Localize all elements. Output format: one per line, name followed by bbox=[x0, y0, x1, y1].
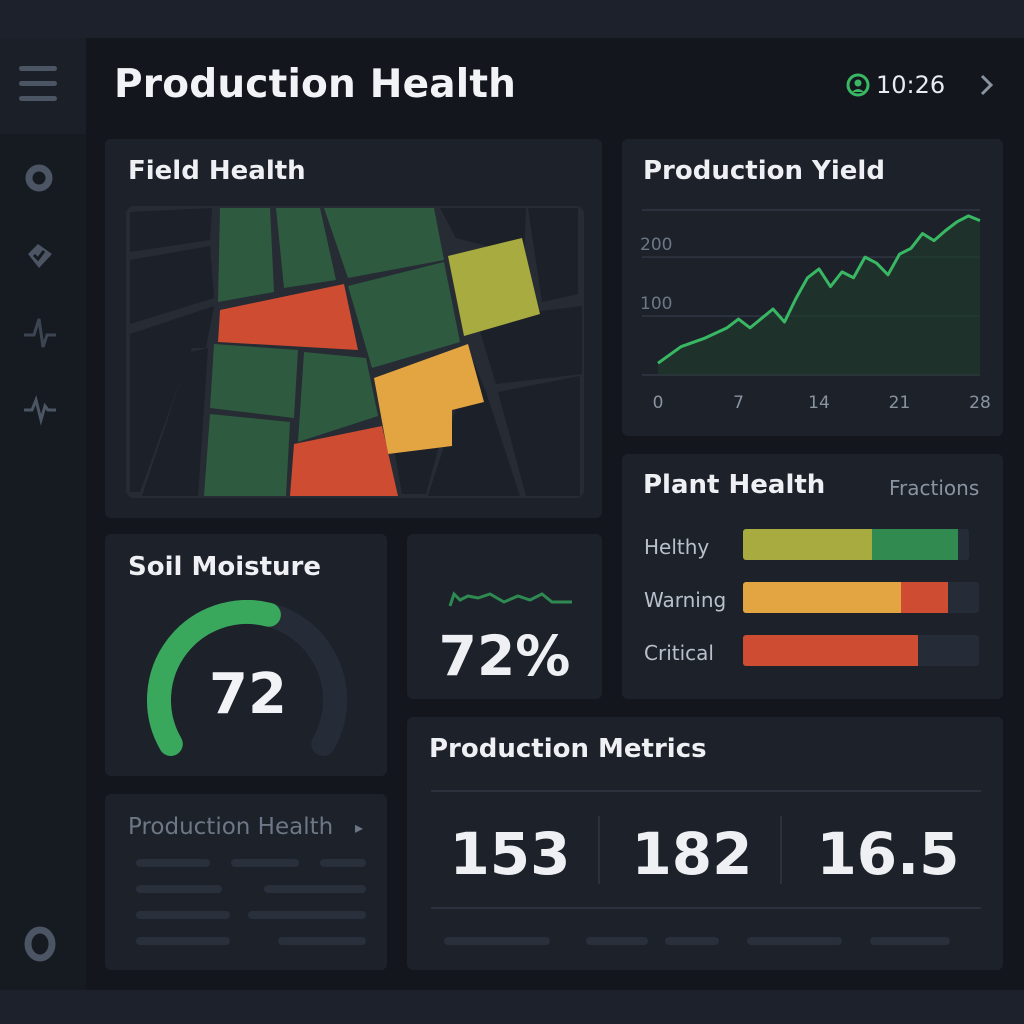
activity-icon[interactable] bbox=[22, 392, 58, 428]
gauge-fill bbox=[147, 600, 281, 756]
plant-health-label-warning: Warning bbox=[644, 588, 727, 612]
plant-health-subtitle: Fractions bbox=[889, 476, 980, 500]
yield-line bbox=[657, 214, 981, 365]
circle-icon[interactable] bbox=[22, 926, 58, 962]
field-plot-dark bbox=[402, 344, 520, 496]
field-plot-green bbox=[298, 352, 378, 442]
soil-moisture-value: 72 bbox=[209, 662, 287, 727]
clock: 10:26 bbox=[846, 70, 945, 100]
divider bbox=[431, 790, 981, 792]
plant-health-label-critical: Critical bbox=[644, 641, 714, 665]
placeholder-line bbox=[136, 937, 230, 945]
x-tick-label: 14 bbox=[808, 393, 830, 413]
placeholder-line bbox=[231, 859, 299, 867]
metric-divider bbox=[598, 816, 600, 884]
field-map[interactable] bbox=[126, 206, 584, 498]
metric-value-3: 16.5 bbox=[816, 820, 960, 888]
y-tick-label: 100 bbox=[640, 294, 672, 314]
moisture-tile bbox=[407, 534, 602, 699]
clock-time: 10:26 bbox=[876, 71, 946, 99]
plant-health-bar-warning bbox=[743, 582, 979, 613]
production-metrics-title: Production Metrics bbox=[429, 734, 707, 764]
metric-value-2: 182 bbox=[631, 820, 753, 888]
plant-health-bar-healthy bbox=[743, 529, 969, 560]
soil-moisture-gauge bbox=[147, 600, 347, 756]
field-health-title: Field Health bbox=[128, 156, 306, 186]
field-plot-green bbox=[204, 414, 290, 496]
field-plot-red bbox=[290, 426, 398, 496]
user-clock-icon bbox=[846, 73, 870, 97]
soil-moisture-title: Soil Moisture bbox=[128, 552, 321, 582]
x-tick-label: 21 bbox=[889, 393, 911, 413]
divider bbox=[431, 907, 981, 909]
field-plot-green bbox=[210, 344, 298, 418]
placeholder-line bbox=[136, 885, 222, 893]
field-plot-dark bbox=[130, 208, 212, 252]
field-plot-dark bbox=[528, 208, 578, 302]
placeholder-line bbox=[264, 885, 366, 893]
field-plot-orange bbox=[374, 344, 484, 454]
sidebar bbox=[0, 38, 86, 990]
chevron-right-icon[interactable] bbox=[975, 72, 999, 98]
tag-icon[interactable] bbox=[22, 238, 58, 274]
field-plot-green bbox=[218, 208, 274, 302]
x-tick-label: 28 bbox=[969, 393, 991, 413]
hamburger-icon[interactable] bbox=[19, 66, 57, 104]
bar-segment-warning-orange bbox=[743, 582, 902, 613]
field-plot-dark bbox=[498, 376, 580, 496]
production-metrics-panel bbox=[407, 717, 1003, 970]
page-title: Production Health bbox=[114, 62, 517, 107]
placeholder-line bbox=[136, 859, 210, 867]
field-plot-green bbox=[348, 262, 460, 368]
plant-health-title: Plant Health bbox=[643, 470, 826, 500]
y-tick-label: 200 bbox=[640, 235, 672, 255]
metric-divider bbox=[780, 816, 782, 884]
placeholder-line bbox=[444, 937, 550, 945]
placeholder-line bbox=[747, 937, 842, 945]
field-plot-dark bbox=[130, 246, 214, 324]
placeholder-line bbox=[136, 911, 230, 919]
placeholder-line bbox=[586, 937, 648, 945]
field-plot-dark bbox=[476, 306, 582, 384]
caret-right-icon[interactable]: ▸ bbox=[355, 818, 364, 837]
placeholder-line bbox=[278, 937, 366, 945]
production-health-mini-title[interactable]: Production Health bbox=[128, 814, 334, 840]
settings-icon[interactable] bbox=[22, 160, 58, 196]
field-plot-red bbox=[218, 284, 358, 350]
moisture-sparkline bbox=[448, 591, 572, 607]
moisture-percent: 72% bbox=[438, 624, 571, 688]
placeholder-line bbox=[870, 937, 950, 945]
field-plot-dark bbox=[130, 306, 214, 492]
menu-cell bbox=[0, 38, 86, 134]
pulse-icon[interactable] bbox=[22, 315, 58, 351]
bar-segment-healthy-yellow bbox=[743, 529, 872, 560]
x-tick-label: 7 bbox=[733, 393, 744, 413]
production-yield-title: Production Yield bbox=[643, 156, 885, 186]
bar-segment-critical-red bbox=[743, 635, 918, 666]
placeholder-line bbox=[320, 859, 366, 867]
plant-health-bar-critical bbox=[743, 635, 979, 666]
field-plot-green bbox=[276, 208, 336, 288]
bar-segment-warning-red bbox=[901, 582, 949, 613]
plant-health-label-healthy: Helthy bbox=[644, 535, 710, 559]
placeholder-line bbox=[248, 911, 366, 919]
field-plot-dark bbox=[142, 348, 208, 496]
x-tick-label: 0 bbox=[653, 393, 664, 413]
metric-value-1: 153 bbox=[449, 820, 571, 888]
field-plot-yellow bbox=[448, 238, 540, 336]
production-yield-chart[interactable]: 100 200 0 7 14 21 28 bbox=[622, 200, 1003, 426]
field-plot-green bbox=[324, 208, 444, 278]
bar-segment-healthy-green bbox=[871, 529, 958, 560]
placeholder-line bbox=[665, 937, 719, 945]
